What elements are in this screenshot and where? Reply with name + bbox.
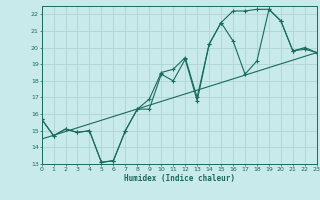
X-axis label: Humidex (Indice chaleur): Humidex (Indice chaleur) (124, 174, 235, 183)
